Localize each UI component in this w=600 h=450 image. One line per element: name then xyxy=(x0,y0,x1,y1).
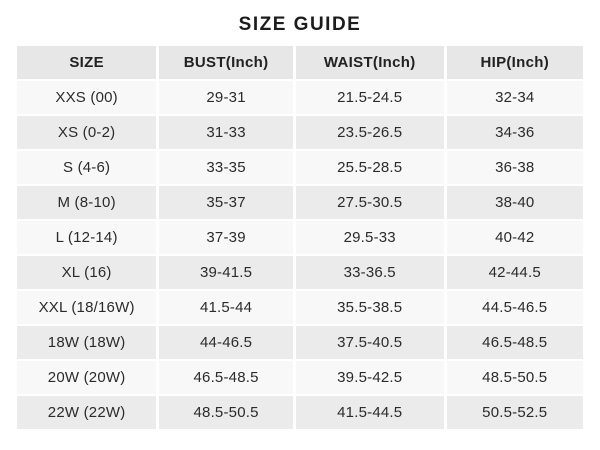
column-header-hip: HIP(Inch) xyxy=(446,46,583,79)
table-row: 22W (22W) 48.5-50.5 41.5-44.5 50.5-52.5 xyxy=(17,396,583,429)
table-cell-waist: 37.5-40.5 xyxy=(295,326,444,359)
table-cell-hip: 44.5-46.5 xyxy=(446,291,583,324)
table-cell-hip: 42-44.5 xyxy=(446,256,583,289)
table-cell-bust: 44-46.5 xyxy=(159,326,293,359)
table-row: XXL (18/16W) 41.5-44 35.5-38.5 44.5-46.5 xyxy=(17,291,583,324)
table-cell-size: 22W (22W) xyxy=(17,396,157,429)
table-row: L (12-14) 37-39 29.5-33 40-42 xyxy=(17,221,583,254)
table-row: 18W (18W) 44-46.5 37.5-40.5 46.5-48.5 xyxy=(17,326,583,359)
table-cell-size: L (12-14) xyxy=(17,221,157,254)
table-cell-hip: 34-36 xyxy=(446,116,583,149)
table-cell-size: XXS (00) xyxy=(17,81,157,114)
table-cell-bust: 39-41.5 xyxy=(159,256,293,289)
table-cell-bust: 31-33 xyxy=(159,116,293,149)
table-cell-size: XXL (18/16W) xyxy=(17,291,157,324)
table-row: 20W (20W) 46.5-48.5 39.5-42.5 48.5-50.5 xyxy=(17,361,583,394)
table-cell-bust: 48.5-50.5 xyxy=(159,396,293,429)
table-cell-waist: 29.5-33 xyxy=(295,221,444,254)
table-cell-hip: 38-40 xyxy=(446,186,583,219)
table-cell-size: M (8-10) xyxy=(17,186,157,219)
table-cell-hip: 36-38 xyxy=(446,151,583,184)
table-cell-hip: 32-34 xyxy=(446,81,583,114)
table-cell-waist: 25.5-28.5 xyxy=(295,151,444,184)
table-cell-size: S (4-6) xyxy=(17,151,157,184)
table-cell-waist: 33-36.5 xyxy=(295,256,444,289)
table-cell-bust: 33-35 xyxy=(159,151,293,184)
table-body: XXS (00) 29-31 21.5-24.5 32-34 XS (0-2) 31-33… xyxy=(17,81,583,429)
table-cell-bust: 35-37 xyxy=(159,186,293,219)
table-cell-hip: 48.5-50.5 xyxy=(446,361,583,394)
table-cell-size: 20W (20W) xyxy=(17,361,157,394)
table-cell-waist: 41.5-44.5 xyxy=(295,396,444,429)
table-row: M (8-10) 35-37 27.5-30.5 38-40 xyxy=(17,186,583,219)
table-cell-bust: 46.5-48.5 xyxy=(159,361,293,394)
table-cell-waist: 23.5-26.5 xyxy=(295,116,444,149)
size-guide-table: SIZE BUST(Inch) WAIST(Inch) HIP(Inch) XXS (… xyxy=(14,44,586,431)
table-cell-size: XL (16) xyxy=(17,256,157,289)
table-cell-waist: 27.5-30.5 xyxy=(295,186,444,219)
table-cell-bust: 41.5-44 xyxy=(159,291,293,324)
table-cell-hip: 50.5-52.5 xyxy=(446,396,583,429)
table-cell-hip: 46.5-48.5 xyxy=(446,326,583,359)
table-cell-bust: 37-39 xyxy=(159,221,293,254)
column-header-size: SIZE xyxy=(17,46,157,79)
table-cell-bust: 29-31 xyxy=(159,81,293,114)
page-title: SIZE GUIDE xyxy=(238,14,362,35)
table-cell-size: 18W (18W) xyxy=(17,326,157,359)
table-row: XXS (00) 29-31 21.5-24.5 32-34 xyxy=(17,81,583,114)
table-cell-waist: 39.5-42.5 xyxy=(295,361,444,394)
column-header-bust: BUST(Inch) xyxy=(159,46,293,79)
table-row: XS (0-2) 31-33 23.5-26.5 34-36 xyxy=(17,116,583,149)
table-cell-waist: 21.5-24.5 xyxy=(295,81,444,114)
table-row: S (4-6) 33-35 25.5-28.5 36-38 xyxy=(17,151,583,184)
table-row: XL (16) 39-41.5 33-36.5 42-44.5 xyxy=(17,256,583,289)
table-cell-waist: 35.5-38.5 xyxy=(295,291,444,324)
table-cell-size: XS (0-2) xyxy=(17,116,157,149)
column-header-waist: WAIST(Inch) xyxy=(295,46,444,79)
table-cell-hip: 40-42 xyxy=(446,221,583,254)
table-header-row: SIZE BUST(Inch) WAIST(Inch) HIP(Inch) xyxy=(17,46,583,79)
